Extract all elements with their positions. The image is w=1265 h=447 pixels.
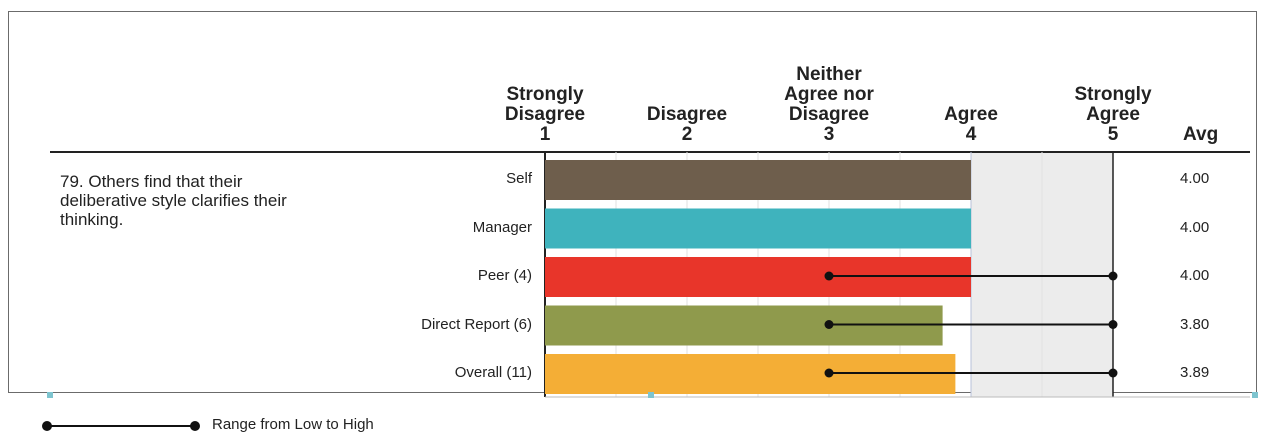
range-low-dot: [824, 320, 834, 329]
bar: [545, 208, 971, 249]
row-label: Overall (11): [454, 364, 532, 381]
legend-dot-high: [190, 421, 200, 431]
scale-label-1: Strongly Disagree 1: [504, 84, 586, 145]
scale-label-4: Agree 4: [944, 104, 998, 145]
scale-label-3: Neither Agree nor Disagree 3: [784, 64, 874, 145]
legend: Range from Low to High: [40, 412, 440, 438]
range-high-dot: [1108, 320, 1118, 329]
question-text: 79. Others find that their deliberative …: [60, 172, 287, 229]
legend-range-line: [46, 425, 198, 427]
range-low-dot: [824, 368, 834, 378]
corner-mark-left: [47, 392, 53, 398]
scale-label-2: Disagree 2: [646, 104, 728, 145]
avg-column-header: Avg: [1183, 124, 1219, 145]
avg-value: 4.00: [1180, 218, 1210, 236]
legend-label: Range from Low to High: [212, 416, 374, 433]
corner-mark-right: [1252, 392, 1258, 398]
range-low-dot: [824, 271, 834, 281]
corner-mark-center: [648, 392, 654, 398]
bar: [545, 160, 971, 200]
row-label: Direct Report (6): [421, 315, 532, 333]
scale-label-5: Strongly Agree 5: [1074, 84, 1152, 145]
range-high-dot: [1108, 271, 1118, 281]
row-label: Manager: [472, 218, 532, 236]
row-label: Peer (4): [477, 267, 532, 284]
avg-value: 3.80: [1180, 315, 1210, 333]
avg-value: 4.00: [1180, 170, 1210, 187]
range-high-dot: [1108, 368, 1118, 378]
avg-value: 3.89: [1180, 364, 1210, 381]
avg-value: 4.00: [1180, 267, 1210, 284]
row-label: Self: [506, 170, 532, 187]
legend-dot-low: [42, 421, 52, 431]
